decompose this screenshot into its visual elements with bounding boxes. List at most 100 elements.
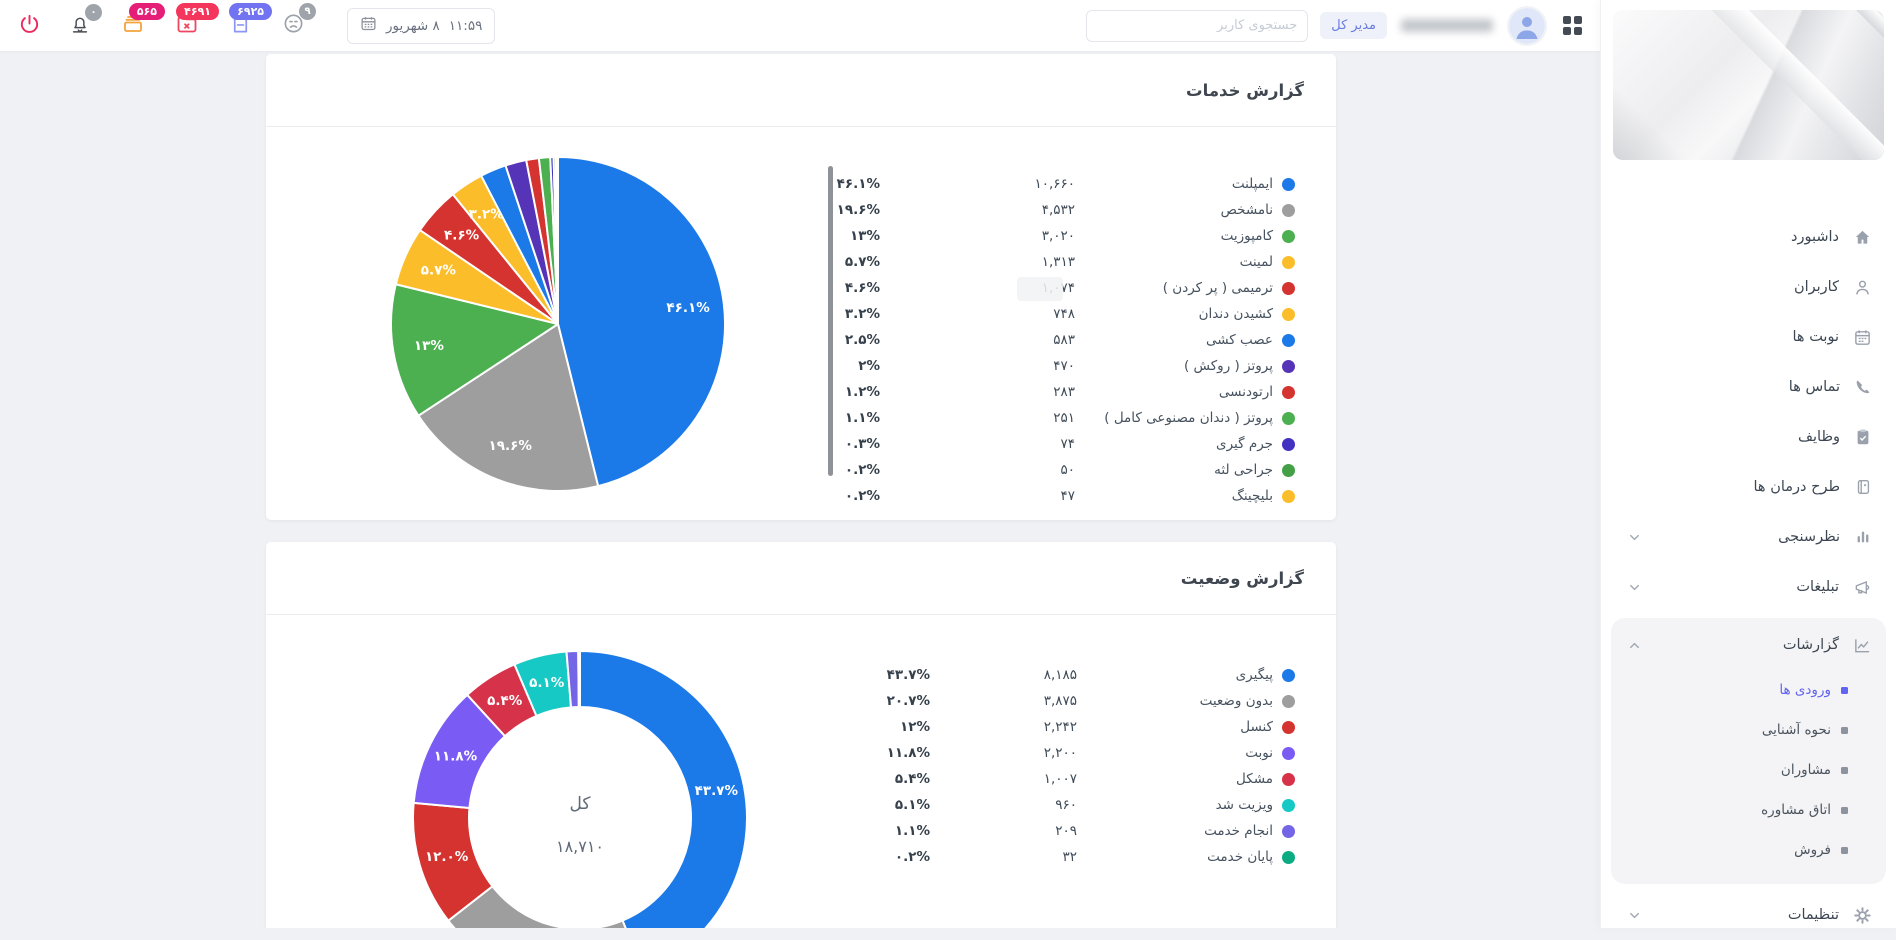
legend-percent: ۵.۱% (894, 797, 930, 813)
legend-percent: ۴.۶% (844, 280, 880, 296)
legend-label: ایمپلنت (1075, 176, 1295, 192)
legend-label: کشیدن دندان (1075, 306, 1295, 322)
services-report-title: گزارش خدمات (1186, 80, 1304, 100)
phone-icon (1854, 378, 1872, 396)
search-input[interactable] (1086, 9, 1309, 42)
pie-slice[interactable] (554, 155, 559, 325)
legend-value: ۱۰,۶۶۰ (1034, 176, 1075, 192)
legend-row[interactable]: ۲.۵% ۵۸۳ عصب کشی (825, 327, 1295, 353)
legend-row[interactable]: ۰.۲% ۵۰ جراحی لثه (825, 457, 1295, 483)
legend-label: انجام خدمت (1077, 823, 1295, 839)
legend-row[interactable]: ۵.۱% ۹۶۰ ویزیت شد (825, 792, 1295, 818)
legend-percent: ۱۹.۶% (836, 202, 880, 218)
sidebar-item-clipboard[interactable]: وظایف (1601, 412, 1896, 462)
legend-color-dot (1282, 307, 1295, 321)
legend-label: پیگیری (1077, 667, 1295, 683)
legend-row[interactable]: ۲۰.۷% ۳,۸۷۵ بدون وضعیت (825, 688, 1295, 714)
legend-value: ۲۸۳ (1053, 384, 1075, 400)
status-donut-chart: ۴۳.۷%۲۰.۷%۱۲.۰%۱۱.۸%۵.۴%۵.۱% کل ۱۸,۷۱۰ (410, 648, 750, 928)
pie-slice[interactable] (390, 283, 559, 417)
pie-slice[interactable] (417, 323, 600, 493)
notebook-icon (1854, 478, 1872, 496)
legend-percent: ۰.۳% (844, 436, 880, 452)
services-report-card: گزارش خدمات ۴۶.۱% ۱۹.۶% ۱۳% ۵.۷% ۴.۶% ۳.۲% ۴۶… (266, 54, 1336, 520)
legend-value: ۷۴ (1060, 436, 1075, 452)
legend-label-text: کشیدن دندان (1198, 306, 1273, 322)
chevron-down-icon (1627, 908, 1642, 923)
legend-row[interactable]: ۴۶.۱% ۱۰,۶۶۰ ایمپلنت (825, 171, 1295, 197)
calendar-icon (1853, 328, 1872, 347)
sidebar-item-phone[interactable]: تماس ها (1601, 362, 1896, 412)
legend-label-text: عصب کشی (1205, 332, 1273, 348)
notifications-button[interactable]: ۰ (69, 3, 102, 39)
services-report-header: گزارش خدمات (266, 54, 1336, 127)
legend-row[interactable]: ۵.۷% ۱,۳۱۳ لمینت (825, 249, 1295, 275)
pie-slice[interactable] (577, 650, 581, 709)
legend-row[interactable]: ۰.۳% ۷۴ جرم گیری (825, 431, 1295, 457)
sidebar-item-report[interactable]: گزارشات (1611, 620, 1886, 670)
legend-label: مشکل (1077, 771, 1295, 787)
legend-color-dot (1282, 798, 1295, 812)
legend-row[interactable]: ۱۲% ۲,۲۴۲ کنسل (825, 714, 1295, 740)
legend-row[interactable]: ۱.۲% ۲۸۳ ارتودنسی (825, 379, 1295, 405)
legend-row[interactable]: ۱۳% ۳,۰۲۰ کامپوزیت (825, 223, 1295, 249)
sidebar-subitem[interactable]: ورودی ها (1611, 670, 1886, 710)
date-display[interactable]: ۸ شهریور ۱۱:۵۹ (347, 7, 496, 44)
sidebar-item-home[interactable]: داشبورد (1601, 212, 1896, 262)
legend-row[interactable]: ۴۳.۷% ۸,۱۸۵ پیگیری (825, 662, 1295, 688)
legend-row[interactable]: ۲% ۴۷۰ پروتز ( روکش ) (825, 353, 1295, 379)
legend-row[interactable]: ۳.۲% ۷۴۸ کشیدن دندان (825, 301, 1295, 327)
legend-row[interactable]: ۰.۲% ۳۲ پایان خدمت (825, 844, 1295, 870)
sidebar-item-calendar[interactable]: نوبت ها (1601, 312, 1896, 362)
sidebar-subitem[interactable]: مشاوران (1611, 750, 1886, 790)
documents-badge: ۶۹۲۵ (229, 3, 272, 20)
legend-label: جراحی لثه (1075, 462, 1295, 478)
sidebar-item-user[interactable]: کاربران (1601, 262, 1896, 312)
legend-color-dot (1282, 720, 1295, 734)
sidebar-item-poll[interactable]: نظرسنجی (1601, 512, 1896, 562)
cancelled-folder-button[interactable]: ۴۶۹۱ (175, 2, 219, 40)
legend-row[interactable]: ۰.۲% ۴۷ بلیچینگ (825, 483, 1295, 509)
legend-label-text: بدون وضعیت (1199, 693, 1273, 709)
chevron-down-icon (1627, 530, 1642, 545)
legend-label-text: پروتز ( روکش ) (1183, 358, 1273, 374)
legend-label: پایان خدمت (1077, 849, 1295, 865)
person-icon (1509, 7, 1545, 44)
legend-row[interactable]: ۱۹.۶% ۴,۵۳۲ نامشخص (825, 197, 1295, 223)
legend-label-text: بلیچینگ (1231, 488, 1273, 504)
legend-percent: ۱.۱% (894, 823, 930, 839)
megaphone-icon (1853, 578, 1872, 597)
avatar[interactable] (1507, 5, 1547, 46)
feedback-badge: ۹ (299, 3, 316, 20)
legend-scrollbar-thumb[interactable] (828, 166, 833, 476)
sidebar-subitem[interactable]: فروش (1611, 830, 1886, 870)
legend-row[interactable]: ۵.۴% ۱,۰۰۷ مشکل (825, 766, 1295, 792)
main-content: گزارش خدمات ۴۶.۱% ۱۹.۶% ۱۳% ۵.۷% ۴.۶% ۳.۲% ۴۶… (0, 51, 1600, 928)
status-report-header: گزارش وضعیت (266, 542, 1336, 615)
sidebar-subitem[interactable]: اتاق مشاوره (1611, 790, 1886, 830)
power-button[interactable] (14, 9, 45, 43)
feedback-button[interactable]: ۹ (282, 3, 316, 39)
sidebar-item-notebook[interactable]: طرح درمان ها (1601, 462, 1896, 512)
sidebar-subitem-label: اتاق مشاوره (1761, 802, 1831, 818)
sidebar-subitem[interactable]: نحوه آشنایی (1611, 710, 1886, 750)
legend-label-text: لمینت (1239, 254, 1273, 270)
archive-button[interactable]: ۵۶۵ (121, 2, 165, 40)
sidebar-item-label: نظرسنجی (1778, 529, 1840, 545)
legend-value: ۹۶۰ (1055, 797, 1077, 813)
sidebar: داشبورد کاربران نوبت ها تماس ها وظایف طرح درم… (1600, 0, 1896, 928)
sidebar-item-gear[interactable]: تنظیمات (1601, 890, 1896, 940)
apps-grid-button[interactable] (1559, 12, 1586, 39)
legend-row[interactable]: ۱.۱% ۲۵۱ پروتز ( دندان مصنوعی کامل ) (825, 405, 1295, 431)
notifications-badge: ۰ (85, 3, 102, 21)
sidebar-item-label: وظایف (1797, 429, 1840, 445)
pie-slice[interactable] (557, 156, 726, 488)
documents-button[interactable]: ۶۹۲۵ (229, 3, 272, 39)
legend-label: نوبت (1077, 745, 1295, 761)
legend-row[interactable]: ۱۱.۸% ۲,۲۰۰ نوبت (825, 740, 1295, 766)
grid-icon (1563, 16, 1571, 24)
legend-row[interactable]: ۱.۱% ۲۰۹ انجام خدمت (825, 818, 1295, 844)
slice-percent-label: ۱۱.۸% (434, 748, 478, 764)
sidebar-item-megaphone[interactable]: تبلیغات (1601, 562, 1896, 612)
pie-slice[interactable] (579, 650, 748, 928)
